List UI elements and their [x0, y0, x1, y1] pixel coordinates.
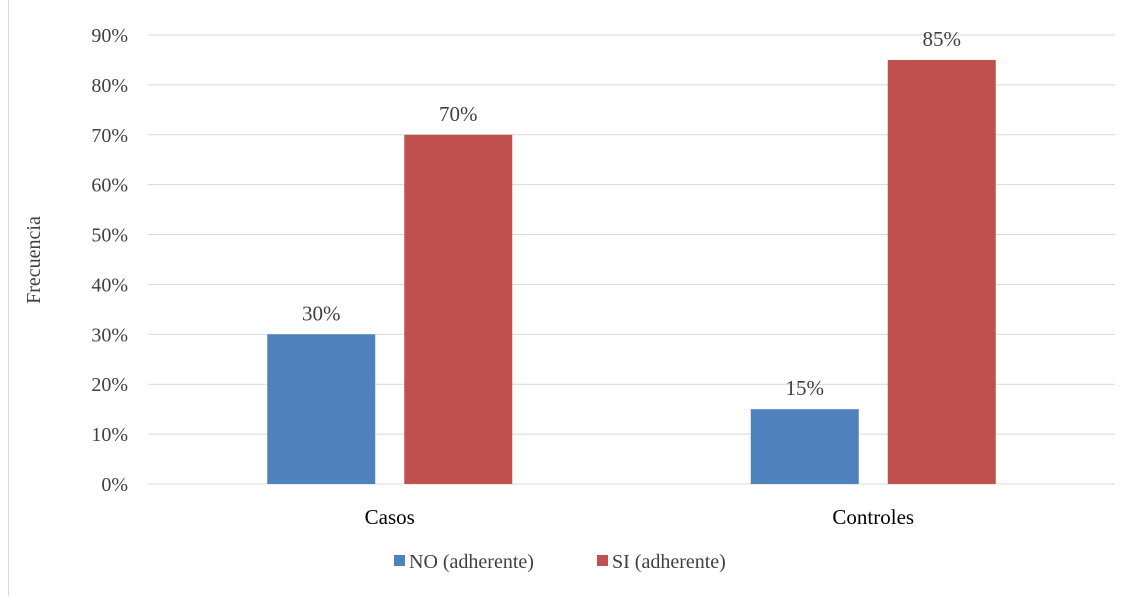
x-category-label: Casos — [365, 505, 415, 529]
bars — [267, 59, 996, 484]
legend-swatch — [394, 555, 405, 566]
x-category-label: Controles — [832, 505, 914, 529]
legend: NO (adherente) SI (adherente) — [394, 551, 726, 573]
bar-si-adherente — [404, 134, 513, 484]
y-tick-label: 20% — [91, 374, 128, 396]
y-tick-label: 80% — [91, 75, 128, 97]
y-tick-label: 30% — [91, 324, 128, 346]
y-tick-label: 40% — [91, 274, 128, 296]
y-tick-label: 70% — [91, 125, 128, 147]
bar-si-adherente — [887, 59, 996, 484]
data-labels: 30% 70% 15% 85% — [302, 27, 961, 400]
legend-swatch — [597, 555, 608, 566]
x-axis-categories: Casos Controles — [365, 505, 914, 529]
y-axis-ticks: 0% 10% 20% 30% 40% 50% 60% 70% 80% 90% — [91, 25, 128, 496]
data-label: 15% — [786, 376, 825, 400]
data-label: 30% — [302, 301, 341, 325]
y-tick-label: 0% — [101, 474, 128, 496]
y-tick-label: 10% — [91, 424, 128, 446]
bar-no-adherente — [267, 334, 376, 484]
bar-no-adherente — [750, 409, 859, 484]
y-axis-title: Frecuencia — [23, 216, 45, 304]
legend-label: SI (adherente) — [612, 551, 726, 573]
y-tick-label: 50% — [91, 225, 128, 247]
data-label: 85% — [923, 27, 962, 51]
data-label: 70% — [439, 102, 478, 126]
y-tick-label: 90% — [91, 25, 128, 47]
chart-frame — [8, 0, 1132, 596]
y-tick-label: 60% — [91, 175, 128, 197]
legend-label: NO (adherente) — [409, 551, 534, 573]
